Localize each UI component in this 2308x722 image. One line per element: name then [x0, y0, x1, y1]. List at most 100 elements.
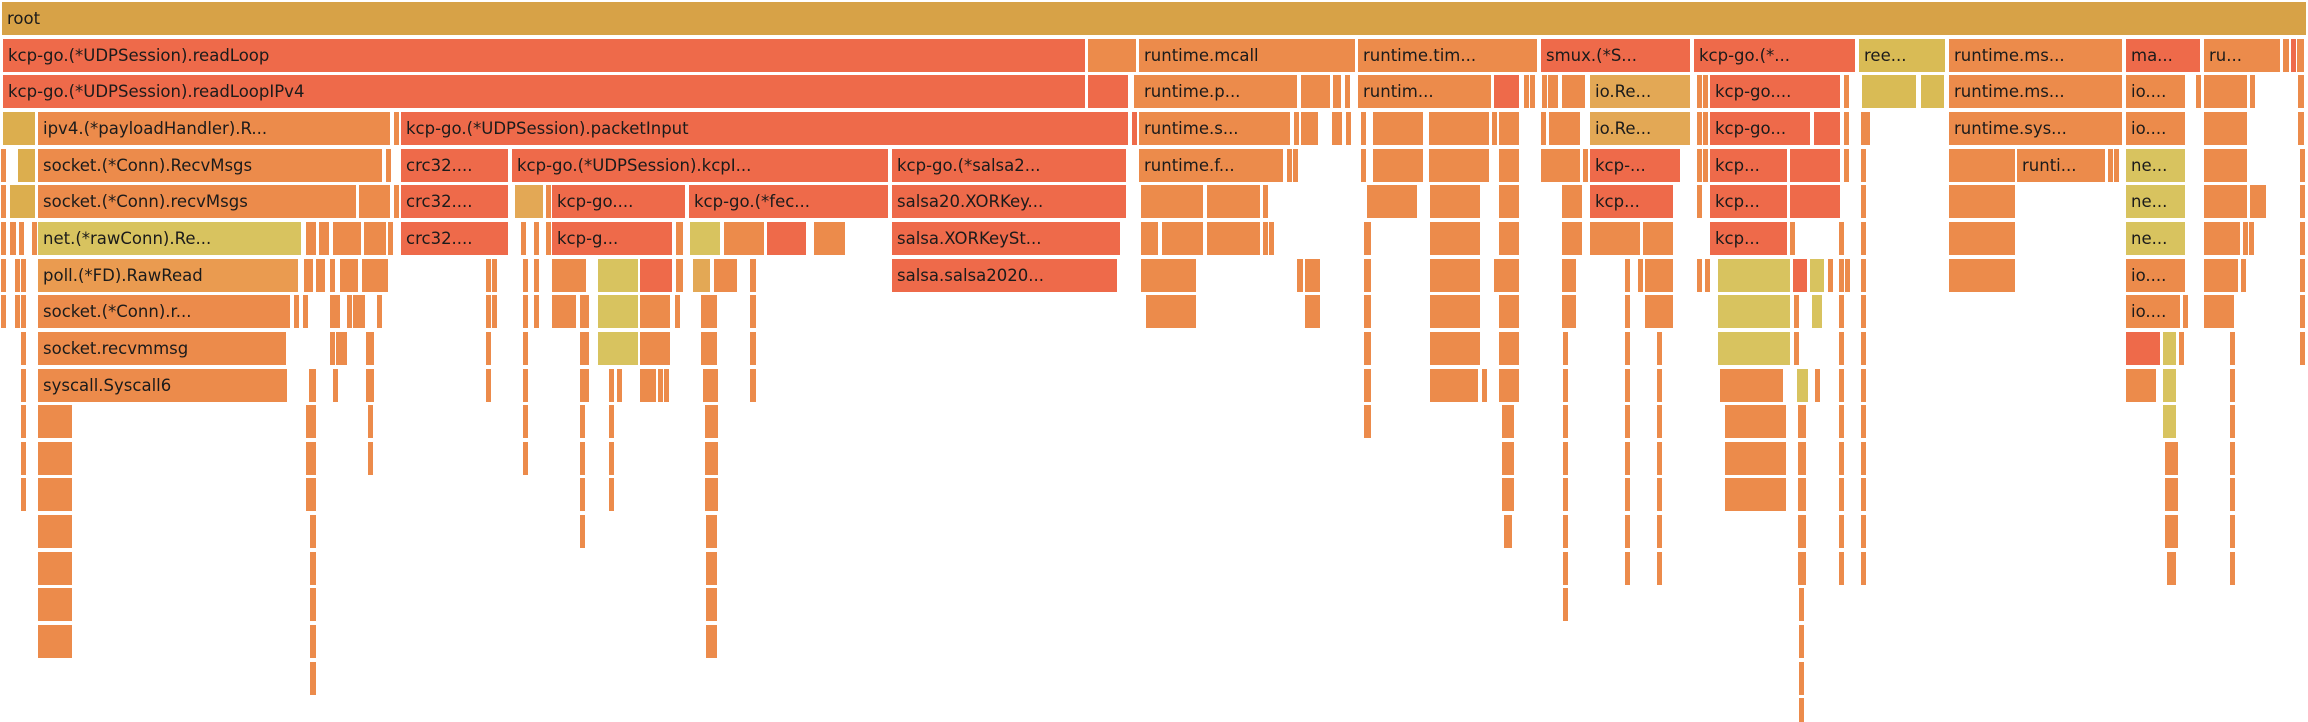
flame-cell-runtime-ms[interactable]: runtime.ms...: [1949, 38, 2122, 72]
flame-cell[interactable]: [2204, 221, 2240, 255]
flame-cell[interactable]: [1430, 295, 1480, 329]
flame-cell-runtime-tim[interactable]: runtime.tim...: [1358, 38, 1537, 72]
flame-cell-salsa-xorkeyst[interactable]: salsa.XORKeySt...: [892, 221, 1120, 255]
flame-cell[interactable]: [580, 331, 585, 365]
flame-cell[interactable]: [2204, 75, 2247, 109]
flame-cell[interactable]: [1861, 478, 1866, 512]
flame-cell[interactable]: [1861, 148, 1866, 182]
flame-cell[interactable]: [1810, 258, 1824, 292]
flame-cell[interactable]: [306, 221, 316, 255]
flame-cell[interactable]: [1657, 515, 1662, 549]
flame-cell-socket-conn-recvmsgs[interactable]: socket.(*Conn).recvMsgs: [38, 185, 356, 219]
flame-cell-kcp[interactable]: kcp-...: [1590, 148, 1680, 182]
flame-cell[interactable]: [1301, 111, 1318, 145]
flame-cell[interactable]: [1563, 331, 1568, 365]
flame-cell[interactable]: [1718, 258, 1790, 292]
flame-cell[interactable]: [1861, 405, 1866, 439]
flame-cell[interactable]: [552, 295, 576, 329]
flame-cell-kcp-go[interactable]: kcp-go...: [1710, 111, 1810, 145]
flame-cell[interactable]: [1861, 551, 1866, 585]
flame-cell[interactable]: [675, 295, 680, 329]
flame-cell[interactable]: [676, 258, 683, 292]
flame-cell[interactable]: [1861, 111, 1870, 145]
flame-cell[interactable]: [640, 368, 656, 402]
flame-cell-kcp-go-fec[interactable]: kcp-go.(*fec...: [689, 185, 888, 219]
flame-cell-kcp-go[interactable]: kcp-go....: [552, 185, 685, 219]
flame-cell[interactable]: [1790, 148, 1840, 182]
flame-cell[interactable]: [1625, 441, 1630, 475]
flame-cell[interactable]: [1725, 441, 1786, 475]
flame-cell[interactable]: [21, 258, 26, 292]
flame-cell[interactable]: [1590, 221, 1640, 255]
flame-cell[interactable]: [2165, 515, 2178, 549]
flame-cell[interactable]: [2300, 221, 2305, 255]
flame-cell[interactable]: [546, 185, 551, 219]
flame-cell[interactable]: [1429, 148, 1489, 182]
flame-cell[interactable]: [598, 258, 638, 292]
flame-cell-io-re[interactable]: io.Re...: [1590, 75, 1690, 109]
flame-cell[interactable]: [724, 221, 764, 255]
flame-cell[interactable]: [10, 221, 16, 255]
flame-cell[interactable]: [1725, 405, 1786, 439]
flame-cell[interactable]: [310, 625, 316, 659]
flame-cell-socket-recvmmsg[interactable]: socket.recvmmsg: [38, 331, 286, 365]
flame-cell[interactable]: [1625, 331, 1630, 365]
flame-cell[interactable]: [353, 295, 365, 329]
flame-cell[interactable]: [21, 368, 26, 402]
flame-cell[interactable]: [1705, 258, 1710, 292]
flame-cell[interactable]: [1797, 368, 1808, 402]
flame-cell[interactable]: [1861, 185, 1866, 219]
flame-cell[interactable]: [306, 405, 311, 439]
flame-cell-kcp-go[interactable]: kcp-go....: [1710, 75, 1840, 109]
flame-cell[interactable]: [38, 588, 72, 622]
flame-cell-io[interactable]: io....: [2126, 258, 2185, 292]
flame-cell[interactable]: [640, 331, 670, 365]
flame-cell[interactable]: [1794, 295, 1799, 329]
flame-cell[interactable]: [368, 441, 373, 475]
flame-cell-io[interactable]: io....: [2126, 75, 2185, 109]
flame-cell-ipv4-payloadhandler-r[interactable]: ipv4.(*payloadHandler).R...: [38, 111, 390, 145]
flame-cell[interactable]: [523, 405, 528, 439]
flame-cell[interactable]: [38, 551, 72, 585]
flame-cell[interactable]: [1499, 258, 1519, 292]
flame-cell[interactable]: [1562, 258, 1576, 292]
flame-cell[interactable]: [394, 185, 399, 219]
flame-cell[interactable]: [1562, 185, 1582, 219]
flame-cell[interactable]: [750, 331, 756, 365]
flame-cell[interactable]: [1862, 75, 1916, 109]
flame-cell-runtim[interactable]: runtim...: [1358, 75, 1491, 109]
flame-cell[interactable]: [1697, 111, 1702, 145]
flame-cell[interactable]: [617, 368, 622, 402]
flame-cell[interactable]: [310, 515, 316, 549]
flame-cell[interactable]: [1839, 478, 1844, 512]
flame-cell[interactable]: [1494, 75, 1519, 109]
flame-cell-socket-conn-recvmsgs[interactable]: socket.(*Conn).RecvMsgs: [38, 148, 382, 182]
flame-cell[interactable]: [1146, 258, 1196, 292]
flame-cell[interactable]: [18, 148, 35, 182]
flame-cell[interactable]: [1364, 221, 1371, 255]
flame-cell[interactable]: [1839, 405, 1844, 439]
flame-cell[interactable]: [333, 221, 361, 255]
flame-cell[interactable]: [701, 295, 717, 329]
flame-cell[interactable]: [1861, 221, 1866, 255]
flame-cell[interactable]: [306, 478, 311, 512]
flame-cell[interactable]: [1499, 295, 1519, 329]
flame-cell[interactable]: [1645, 258, 1673, 292]
flame-cell[interactable]: [38, 515, 72, 549]
flame-cell-net-rawconn-re[interactable]: net.(*rawConn).Re...: [38, 221, 301, 255]
flame-cell[interactable]: [534, 295, 539, 329]
flame-cell[interactable]: [1799, 661, 1804, 695]
flame-cell[interactable]: [1088, 38, 1136, 72]
flame-cell[interactable]: [1949, 148, 2015, 182]
flame-cell-io[interactable]: io....: [2126, 111, 2185, 145]
flame-cell[interactable]: [1861, 331, 1866, 365]
flame-cell[interactable]: [1720, 368, 1783, 402]
flame-cell[interactable]: [609, 478, 614, 512]
flame-cell[interactable]: [1294, 111, 1299, 145]
flame-cell[interactable]: [609, 405, 614, 439]
flame-cell[interactable]: [2163, 331, 2176, 365]
flame-cell-runtime-ms[interactable]: runtime.ms...: [1949, 75, 2122, 109]
flame-cell[interactable]: [492, 258, 497, 292]
flame-cell-kcp[interactable]: kcp...: [1590, 185, 1673, 219]
flame-cell[interactable]: [706, 588, 717, 622]
